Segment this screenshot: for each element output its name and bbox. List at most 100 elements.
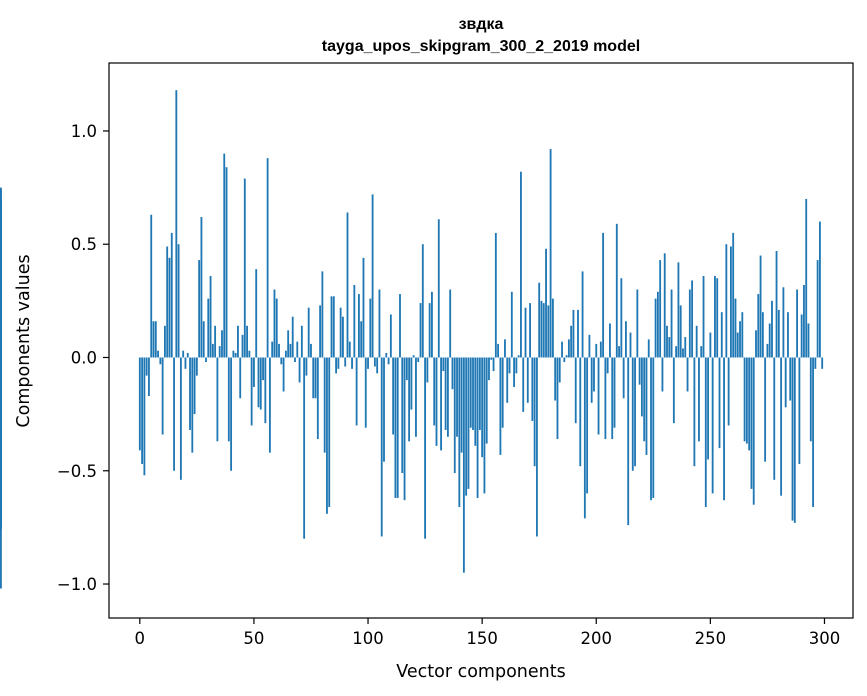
bar (182, 350, 185, 358)
bar (666, 325, 668, 358)
bar (572, 309, 575, 358)
y-tick-label: 0.5 (71, 235, 97, 254)
bar (431, 291, 433, 358)
bar (198, 260, 201, 358)
bar (421, 244, 424, 358)
bar (652, 357, 655, 498)
bar (141, 357, 144, 464)
bar (814, 357, 817, 369)
bar (702, 275, 705, 358)
x-tick-label: 150 (466, 629, 498, 648)
y-tick-label: 0.0 (71, 348, 97, 367)
bar (590, 357, 593, 403)
bar (389, 314, 392, 358)
bar (344, 357, 347, 367)
bar (444, 357, 447, 430)
bar (634, 357, 636, 467)
bar (700, 346, 703, 358)
bar (540, 300, 543, 358)
bar (677, 262, 680, 358)
bar (745, 357, 748, 444)
bar (227, 357, 230, 442)
bar (748, 357, 751, 451)
bar (780, 357, 783, 496)
bar (565, 355, 568, 358)
bar (396, 357, 399, 498)
bar (205, 357, 207, 363)
bar (378, 289, 381, 358)
bar (262, 357, 264, 381)
bar (469, 357, 472, 428)
bar (504, 339, 506, 358)
x-axis: 0 50 100 150 200 250 300 (135, 618, 840, 648)
bar (650, 357, 652, 501)
bar (631, 357, 634, 471)
bar (339, 307, 342, 358)
bar (807, 323, 810, 358)
bar (371, 194, 374, 358)
bar (606, 357, 609, 374)
bar (714, 275, 716, 358)
bar (517, 355, 520, 358)
x-tick-label: 0 (135, 629, 146, 648)
bar (547, 305, 550, 358)
bar (392, 357, 395, 435)
bar (789, 357, 792, 401)
bar (408, 357, 411, 442)
bar (625, 321, 627, 358)
bar (812, 357, 814, 507)
bar (816, 260, 819, 358)
bar (314, 357, 317, 399)
bar (330, 296, 333, 358)
bar (403, 357, 406, 501)
bar (796, 289, 798, 358)
bar (275, 298, 278, 358)
bar (255, 269, 258, 358)
bar (793, 357, 796, 523)
bar (273, 289, 276, 358)
bar (332, 296, 335, 358)
bar (195, 357, 198, 376)
bar (143, 357, 146, 476)
bar (821, 357, 824, 369)
bar (622, 357, 625, 399)
bar (679, 305, 682, 358)
bar (335, 357, 337, 374)
bar (725, 244, 728, 358)
bar (266, 158, 269, 358)
bar (759, 255, 762, 358)
bar (282, 357, 285, 392)
bar (410, 357, 413, 410)
bar (490, 357, 493, 360)
bar (298, 357, 301, 383)
bar (437, 219, 440, 358)
bar (337, 357, 340, 369)
bar (750, 357, 753, 489)
bar (684, 337, 687, 358)
bar (193, 357, 196, 415)
bar (488, 357, 490, 381)
bar (218, 346, 221, 358)
bar (593, 357, 595, 392)
bar (189, 357, 191, 430)
bar (618, 346, 620, 358)
x-tick-label: 200 (581, 629, 613, 648)
bar (253, 357, 255, 387)
bar (533, 357, 536, 467)
bar (412, 355, 415, 358)
bar (223, 153, 226, 358)
bar (720, 312, 723, 358)
bar (661, 357, 664, 392)
bar (394, 357, 397, 498)
bar (164, 325, 166, 358)
bar (415, 357, 417, 437)
bar (522, 357, 525, 412)
bar (609, 323, 611, 358)
bar (515, 357, 518, 374)
bar (620, 278, 623, 358)
bar (216, 357, 219, 442)
bar (184, 357, 187, 369)
bar (257, 357, 260, 408)
bar (401, 357, 404, 474)
bar (766, 343, 769, 358)
